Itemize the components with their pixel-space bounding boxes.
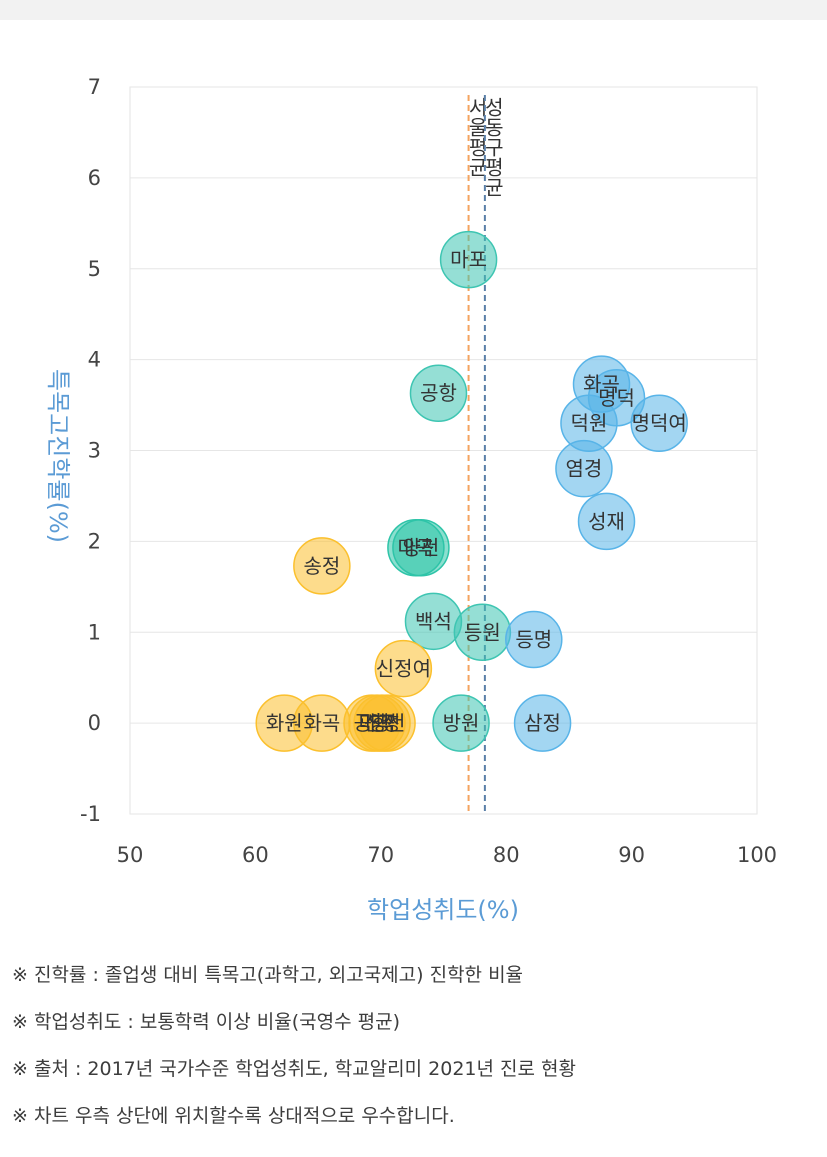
chart-notes: ※ 진학률 : 졸업생 대비 특목고(과학고, 외고국제고) 진학한 비율 ※ … [12, 962, 812, 1150]
data-point-label: 등명 [515, 628, 552, 652]
data-point-bubble [293, 537, 351, 595]
data-point-bubble [358, 694, 416, 752]
data-point-label: 명덕여 [632, 411, 687, 435]
y-tick-label: 4 [88, 348, 101, 372]
data-point-label: 방원 [443, 711, 480, 735]
data-point-label: 백석 [415, 609, 452, 633]
x-axis-ticks: 50 60 70 80 90 100 [117, 843, 777, 867]
y-tick-label: 3 [88, 439, 101, 463]
note-reading-guide: ※ 차트 우측 상단에 위치할수록 상대적으로 우수합니다. [12, 1105, 455, 1127]
note-achievement-definition: ※ 학업성취도 : 보통학력 이상 비율(국영수 평균) [12, 1011, 401, 1033]
data-point-bubble [577, 492, 636, 551]
data-point-label: 마곡 [359, 711, 396, 735]
x-tick-label: 100 [737, 843, 777, 867]
x-tick-label: 80 [493, 843, 520, 867]
data-point-label: 공항 [354, 711, 391, 735]
x-tick-label: 60 [242, 843, 269, 867]
data-point-bubble [439, 230, 498, 289]
data-point-bubble [505, 610, 563, 669]
y-axis-title: 특목고진학률(%) [44, 369, 72, 543]
data-point-bubble [555, 439, 613, 498]
x-axis-title: 학업성취도(%) [367, 896, 519, 924]
data-point-label: 신정 [364, 711, 401, 735]
y-tick-label: 0 [88, 711, 101, 735]
note-rate-definition: ※ 진학률 : 졸업생 대비 특목고(과학고, 외고국제고) 진학한 비율 [12, 964, 524, 986]
x-tick-label: 50 [117, 843, 144, 867]
y-tick-label: 2 [88, 529, 101, 553]
y-tick-label: 7 [88, 75, 101, 99]
y-tick-label: 5 [88, 257, 101, 281]
data-point-label: 송정 [303, 554, 340, 578]
data-point-label: 덕원 [571, 411, 608, 435]
x-tick-label: 90 [618, 843, 645, 867]
data-point-label: 마포 [450, 248, 487, 272]
data-point-label: 양천 [369, 711, 406, 735]
y-tick-label: 1 [88, 620, 101, 644]
data-point-bubble [513, 694, 572, 752]
data-point-bubble [374, 639, 433, 698]
x-tick-label: 70 [367, 843, 394, 867]
data-point-label: 공항 [420, 381, 457, 405]
data-point-label: 화곡 [303, 711, 340, 735]
data-point-bubble [630, 394, 688, 452]
gridlines [130, 86, 757, 815]
y-tick-label: 6 [88, 166, 101, 190]
data-point-label: 화곡 [583, 372, 620, 396]
data-point-label: 양천 [403, 536, 440, 560]
note-source: ※ 출처 : 2017년 국가수준 학업성취도, 학교알리미 2021년 진로 … [12, 1058, 576, 1080]
data-point-bubble [432, 694, 490, 752]
data-point-label: 염경 [566, 457, 603, 481]
data-point-label: 성재 [588, 509, 625, 533]
y-axis-ticks: -1 0 1 2 3 4 5 6 7 [80, 75, 101, 826]
data-point-label: 마곡 [398, 536, 435, 560]
y-tick-label: -1 [80, 802, 101, 826]
data-point-label: 화원 [266, 711, 303, 735]
top-bar [0, 0, 827, 20]
data-point-label: 명덕 [598, 386, 635, 410]
data-point-bubble [392, 518, 450, 577]
data-point-label: 등원 [464, 620, 501, 644]
data-point-label: 신정여 [376, 657, 431, 681]
reference-line-label: 성동구평균 [481, 97, 505, 197]
data-point-bubble [409, 364, 468, 422]
data-point-label: 삼정 [524, 711, 561, 735]
